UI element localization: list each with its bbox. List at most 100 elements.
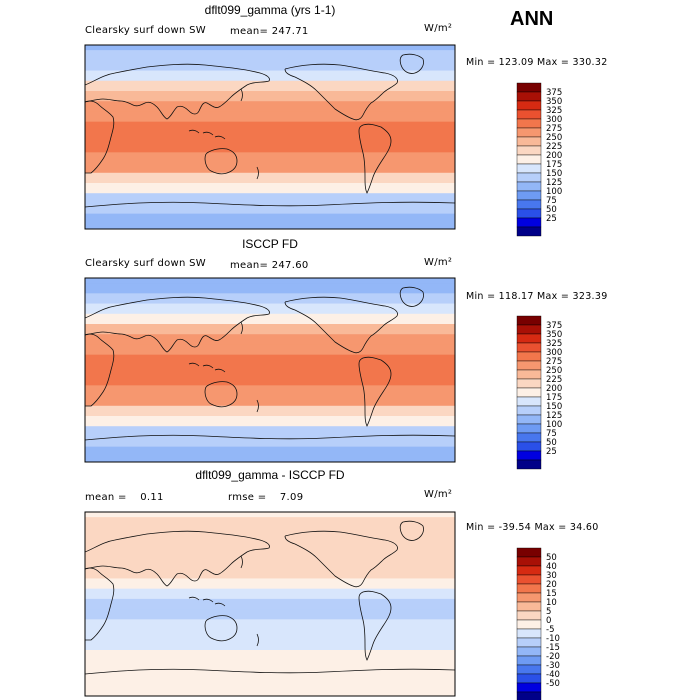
colorbar-swatch [516,432,542,443]
minmax-label-obs: Min = 118.17 Max = 323.39 [466,291,608,302]
colorbar-tick-label: 75 [546,429,557,439]
zonal-band [85,512,455,518]
colorbar-tick-label: 175 [546,160,562,170]
zonal-band [85,568,455,580]
colorbar-tick-label: 275 [546,124,562,134]
colorbar-tick-label: -20 [546,652,560,662]
colorbar-tick-label: 50 [546,438,557,448]
mean-value: 0.11 [140,492,164,503]
zonal-band [85,91,455,102]
colorbar-swatch [516,145,542,156]
colorbar-swatch [516,628,542,639]
map-panel-1 [85,278,455,462]
colorbar-tick-label: 40 [546,562,557,572]
colorbar-swatch [516,226,542,237]
variable-label-model: Clearsky surf down SW [85,25,206,36]
colorbar-swatch [516,646,542,657]
colorbar-tick-label: 75 [546,196,557,206]
zonal-band [85,131,455,143]
colorbar-swatch [516,127,542,138]
colorbar-swatch [516,100,542,111]
colorbar-tick-label: 25 [546,447,557,457]
colorbar-swatch [516,154,542,165]
zonal-band [85,527,455,539]
colorbar-tick-label: -5 [546,625,554,635]
colorbar-swatch [516,396,542,407]
zonal-band [85,50,455,61]
colorbar-tick-label: 350 [546,97,562,107]
zonal-band [85,446,455,458]
zonal-band [85,609,455,620]
zonal-band [85,375,455,386]
zonal-band [85,385,455,397]
colorbar-swatch [516,655,542,666]
colorbar-tick-label: 325 [546,339,562,349]
colorbar-tick-label: 125 [546,178,562,188]
colorbar-swatch [516,673,542,684]
map-panel-2 [85,512,455,696]
colorbar-tick-label: 250 [546,366,562,376]
colorbar-tick-label: 0 [546,616,551,626]
max-value: 323.39 [572,291,608,302]
zonal-band [85,293,455,305]
colorbar-swatch [516,387,542,398]
colorbar-tick-label: 100 [546,420,562,430]
colorbar-swatch [516,592,542,603]
colorbar-swatch [516,369,542,380]
colorbar-tick-label: -10 [546,634,560,644]
map-panel-0 [85,45,455,229]
zonal-band [85,680,455,692]
zonal-band [85,142,455,153]
mean-value: 247.71 [271,26,309,37]
zonal-band [85,101,455,113]
colorbar-tick-label: 150 [546,169,562,179]
colorbar-swatch [516,181,542,192]
max-value: 330.32 [572,57,608,68]
max-label: Max = [537,291,570,302]
colorbar-tick-label: 225 [546,375,562,385]
colorbar-swatch [516,172,542,183]
max-value: 34.60 [569,522,599,533]
colorbar-swatch [516,601,542,612]
min-value: 123.09 [498,57,534,68]
rmse-label-diff: rmse = 7.09 [228,492,303,503]
zonal-band [85,172,455,184]
zonal-band [85,578,455,590]
min-label: Min = [466,291,496,302]
map-frame [84,511,456,697]
zonal-band [85,456,455,462]
max-label: Max = [534,522,567,533]
zonal-band [85,344,455,356]
map-frame [84,44,456,230]
colorbar-swatch [516,547,542,558]
colorbar-tick-label: 250 [546,133,562,143]
zonal-band [85,558,455,569]
zonal-band [85,395,455,407]
colorbar-tick-label: 375 [546,321,562,331]
panel-title-model: dflt099_gamma (yrs 1-1) [204,3,336,17]
zonal-band [85,278,455,284]
zonal-band [85,303,455,315]
zonal-band [85,405,455,417]
colorbar-swatch [516,136,542,147]
season-label: ANN [510,8,554,30]
colorbar-tick-label: 200 [546,151,562,161]
colorbar-swatch [516,118,542,129]
variable-label-obs: Clearsky surf down SW [85,258,206,269]
colorbar-swatch [516,691,542,700]
zonal-band [85,517,455,528]
colorbar-swatch [516,91,542,102]
colorbar-tick-label: -30 [546,661,560,671]
zonal-band [85,45,455,51]
min-label: Min = [466,522,496,533]
colorbar-swatch [516,610,542,621]
max-label: Max = [537,57,570,68]
zonal-band [85,690,455,696]
colorbar-swatch [516,378,542,389]
zonal-band [85,162,455,174]
zonal-band [85,416,455,427]
colorbar-1: 3753503253002752502252001751501251007550… [516,315,562,470]
colorbar-tick-label: 275 [546,357,562,367]
